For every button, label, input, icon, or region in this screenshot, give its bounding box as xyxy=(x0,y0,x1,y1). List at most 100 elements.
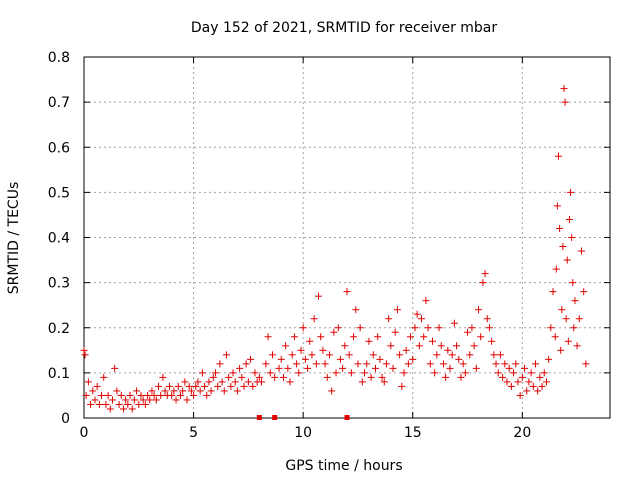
data-point xyxy=(477,333,485,341)
data-point xyxy=(558,306,566,314)
data-point xyxy=(264,333,272,341)
data-gap-marker xyxy=(256,415,262,420)
data-point xyxy=(540,369,548,377)
data-point xyxy=(551,333,559,341)
data-point xyxy=(575,315,583,323)
data-point xyxy=(560,85,568,93)
data-point xyxy=(251,369,259,377)
data-point xyxy=(161,387,169,395)
data-point xyxy=(420,333,428,341)
data-point xyxy=(229,369,237,377)
data-point xyxy=(240,382,248,390)
data-point xyxy=(122,396,130,404)
data-point xyxy=(343,288,351,296)
data-point xyxy=(561,98,569,106)
data-point xyxy=(233,387,241,395)
data-point xyxy=(82,391,90,399)
data-point xyxy=(571,297,579,305)
data-point xyxy=(146,396,154,404)
data-point xyxy=(409,355,417,363)
data-point xyxy=(345,351,353,359)
data-point xyxy=(310,315,318,323)
data-point xyxy=(385,315,393,323)
data-point xyxy=(402,346,410,354)
data-point xyxy=(323,373,331,381)
data-point xyxy=(133,387,141,395)
data-point xyxy=(106,405,114,413)
data-point xyxy=(569,279,577,287)
data-point xyxy=(523,387,531,395)
data-point xyxy=(216,360,224,368)
data-point xyxy=(481,270,489,278)
data-point xyxy=(284,364,292,372)
data-point xyxy=(301,355,309,363)
data-point xyxy=(159,373,167,381)
data-point xyxy=(319,346,327,354)
data-point xyxy=(563,256,571,264)
data-point xyxy=(238,373,246,381)
data-point xyxy=(570,324,578,332)
data-point xyxy=(279,373,287,381)
data-point xyxy=(315,292,323,300)
data-point xyxy=(198,369,206,377)
data-point xyxy=(152,396,160,404)
data-point xyxy=(255,373,263,381)
data-point xyxy=(367,373,375,381)
data-point xyxy=(181,378,189,386)
x-tick-label: 10 xyxy=(294,425,312,441)
data-point xyxy=(192,382,200,390)
data-point xyxy=(461,369,469,377)
data-point xyxy=(275,364,283,372)
data-point xyxy=(573,342,581,350)
data-point xyxy=(258,378,266,386)
data-point xyxy=(488,337,496,345)
data-gap-marker xyxy=(272,415,278,420)
data-point xyxy=(227,382,235,390)
data-point xyxy=(108,396,116,404)
data-point xyxy=(496,351,504,359)
data-point xyxy=(518,373,526,381)
data-point xyxy=(371,364,379,372)
data-point xyxy=(446,364,454,372)
data-point xyxy=(466,351,474,359)
data-point xyxy=(212,369,219,377)
data-point xyxy=(479,279,487,287)
data-point xyxy=(242,360,250,368)
data-point xyxy=(534,387,542,395)
data-point xyxy=(545,355,553,363)
data-point xyxy=(141,400,149,408)
data-point xyxy=(119,405,127,413)
data-point xyxy=(516,391,524,399)
data-point xyxy=(297,346,305,354)
data-point xyxy=(168,391,176,399)
data-point xyxy=(328,387,336,395)
data-point xyxy=(428,337,436,345)
data-point xyxy=(485,324,493,332)
data-point xyxy=(547,324,555,332)
data-point xyxy=(89,387,97,395)
data-point xyxy=(552,265,560,273)
data-point xyxy=(332,369,340,377)
data-point xyxy=(510,369,518,377)
data-point xyxy=(437,342,445,350)
data-point xyxy=(387,342,395,350)
data-point xyxy=(124,400,132,408)
data-point xyxy=(290,333,298,341)
data-point xyxy=(557,346,565,354)
data-point xyxy=(288,351,296,359)
data-point xyxy=(334,324,342,332)
y-tick-label: 0.3 xyxy=(48,276,70,292)
data-point xyxy=(507,382,515,390)
y-axis-ticks: 0 0.1 0.2 0.3 0.4 0.5 0.6 0.7 0.8 xyxy=(48,50,610,427)
data-point xyxy=(295,369,303,377)
data-point xyxy=(341,342,349,350)
data-point xyxy=(426,360,434,368)
data-point xyxy=(312,360,320,368)
data-point xyxy=(185,382,193,390)
x-tick-label: 0 xyxy=(80,425,89,441)
y-tick-label: 0.8 xyxy=(48,50,70,66)
data-point xyxy=(128,405,136,413)
data-point xyxy=(582,360,590,368)
data-point xyxy=(442,373,450,381)
